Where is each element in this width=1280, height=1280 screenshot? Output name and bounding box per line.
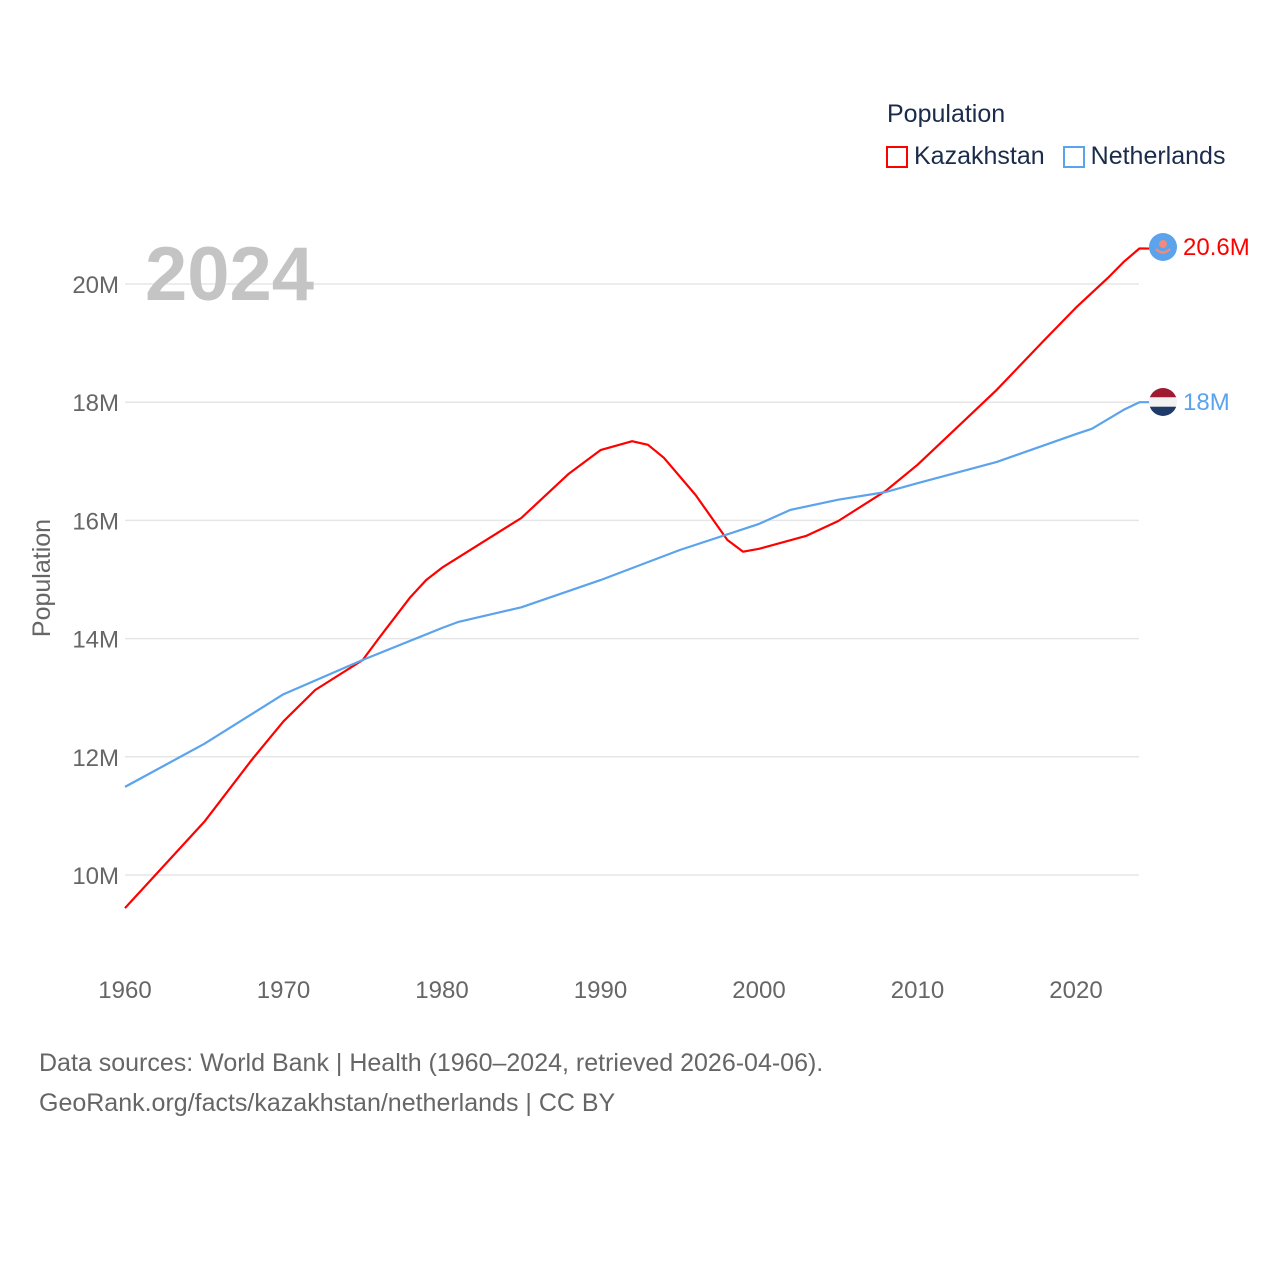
y-tick-label: 12M xyxy=(72,745,119,772)
x-tick-label: 1960 xyxy=(98,977,151,1004)
legend-item-kazakhstan[interactable]: Kazakhstan xyxy=(886,142,1045,171)
legend-label-netherlands: Netherlands xyxy=(1090,142,1226,170)
x-tick-label: 2010 xyxy=(891,977,944,1004)
end-label-netherlands: 18M xyxy=(1183,389,1230,416)
year-label: 2024 xyxy=(145,232,314,317)
y-tick-label: 10M xyxy=(72,863,119,890)
y-tick-label: 18M xyxy=(72,390,119,417)
y-axis-label: Population xyxy=(28,519,56,637)
legend-title: Population xyxy=(887,100,1006,128)
flag-sun xyxy=(1159,240,1167,248)
x-tick-label: 1980 xyxy=(415,977,468,1004)
y-tick-label: 16M xyxy=(72,508,119,535)
footer: Data sources: World Bank | Health (1960–… xyxy=(39,1043,823,1123)
x-tick-label: 1970 xyxy=(257,977,310,1004)
legend-label-kazakhstan: Kazakhstan xyxy=(914,142,1045,170)
flag-stripe xyxy=(1149,397,1177,407)
flag-eagle xyxy=(1155,248,1171,254)
y-tick-label: 20M xyxy=(72,272,119,299)
legend: Kazakhstan Netherlands xyxy=(886,142,1225,171)
legend-item-netherlands[interactable]: Netherlands xyxy=(1062,142,1226,171)
y-tick-label: 14M xyxy=(72,627,119,654)
source-link[interactable]: GeoRank.org/facts/kazakhstan/netherlands… xyxy=(39,1089,616,1117)
legend-swatch-kazakhstan xyxy=(886,145,908,168)
x-tick-label: 1990 xyxy=(574,977,627,1004)
series-line-netherlands xyxy=(124,401,1150,788)
flag-stripe xyxy=(1149,406,1177,416)
flag-stripe xyxy=(1149,388,1177,398)
x-tick-label: 2000 xyxy=(732,977,785,1004)
series-line-kazakhstan xyxy=(124,247,1150,909)
data-sources: Data sources: World Bank | Health (1960–… xyxy=(39,1049,824,1077)
x-tick-label: 2020 xyxy=(1049,977,1102,1004)
end-label-kazakhstan: 20.6M xyxy=(1183,234,1250,261)
legend-swatch-netherlands xyxy=(1062,145,1085,168)
netherlands-flag-icon xyxy=(1149,388,1177,416)
